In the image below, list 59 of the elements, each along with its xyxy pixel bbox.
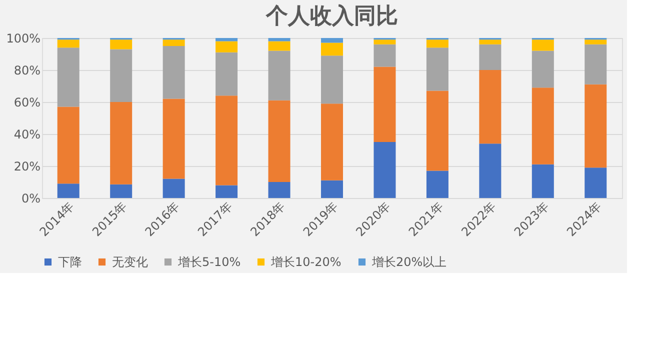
bar	[479, 44, 502, 70]
bar	[321, 180, 343, 198]
bar	[584, 44, 607, 84]
bar	[426, 90, 448, 171]
bar	[110, 102, 132, 184]
y-tick-label: 0%	[21, 192, 40, 206]
bar	[268, 41, 290, 51]
bar	[374, 44, 396, 67]
bar	[584, 84, 607, 168]
bar	[268, 100, 290, 182]
bar	[479, 144, 502, 198]
bar	[110, 40, 132, 50]
bar	[57, 184, 80, 198]
bar	[57, 48, 80, 107]
bar	[162, 40, 185, 46]
bar	[110, 49, 132, 102]
bar	[216, 96, 238, 186]
bar	[426, 48, 448, 91]
legend-label: 增长10-20%	[270, 255, 342, 269]
bar	[532, 164, 554, 198]
bar	[374, 142, 396, 198]
bar	[374, 40, 396, 44]
y-tick-label: 60%	[14, 96, 40, 110]
bar	[479, 70, 502, 144]
bar	[57, 106, 80, 184]
bar	[268, 50, 290, 100]
bar	[268, 38, 290, 42]
bar	[162, 46, 185, 99]
bar	[216, 52, 238, 96]
legend-label: 增长20%以上	[371, 255, 447, 269]
legend-label: 无变化	[112, 255, 148, 269]
bar	[162, 98, 185, 179]
y-tick-label: 20%	[14, 160, 40, 174]
bar	[162, 178, 185, 198]
bar	[216, 41, 238, 52]
bar	[584, 40, 607, 44]
bar	[110, 184, 132, 198]
bar	[216, 38, 238, 42]
bar	[374, 66, 396, 142]
y-tick-label: 80%	[14, 64, 40, 78]
bar	[532, 88, 554, 164]
bar	[479, 40, 502, 44]
chart-title: 个人收入同比	[265, 4, 398, 29]
bar	[321, 42, 343, 56]
bar	[532, 50, 554, 88]
legend-label: 增长5-10%	[177, 255, 241, 269]
y-tick-label: 40%	[14, 128, 40, 142]
y-tick-label: 100%	[6, 32, 40, 46]
bar	[321, 38, 343, 43]
bar	[426, 170, 448, 198]
bar	[321, 104, 343, 180]
bar	[268, 182, 290, 198]
bar	[584, 168, 607, 198]
legend-label: 下降	[58, 255, 82, 269]
bar	[426, 40, 448, 48]
bar	[321, 56, 343, 104]
bar	[57, 40, 80, 48]
bar	[216, 185, 238, 198]
bar	[532, 40, 554, 51]
